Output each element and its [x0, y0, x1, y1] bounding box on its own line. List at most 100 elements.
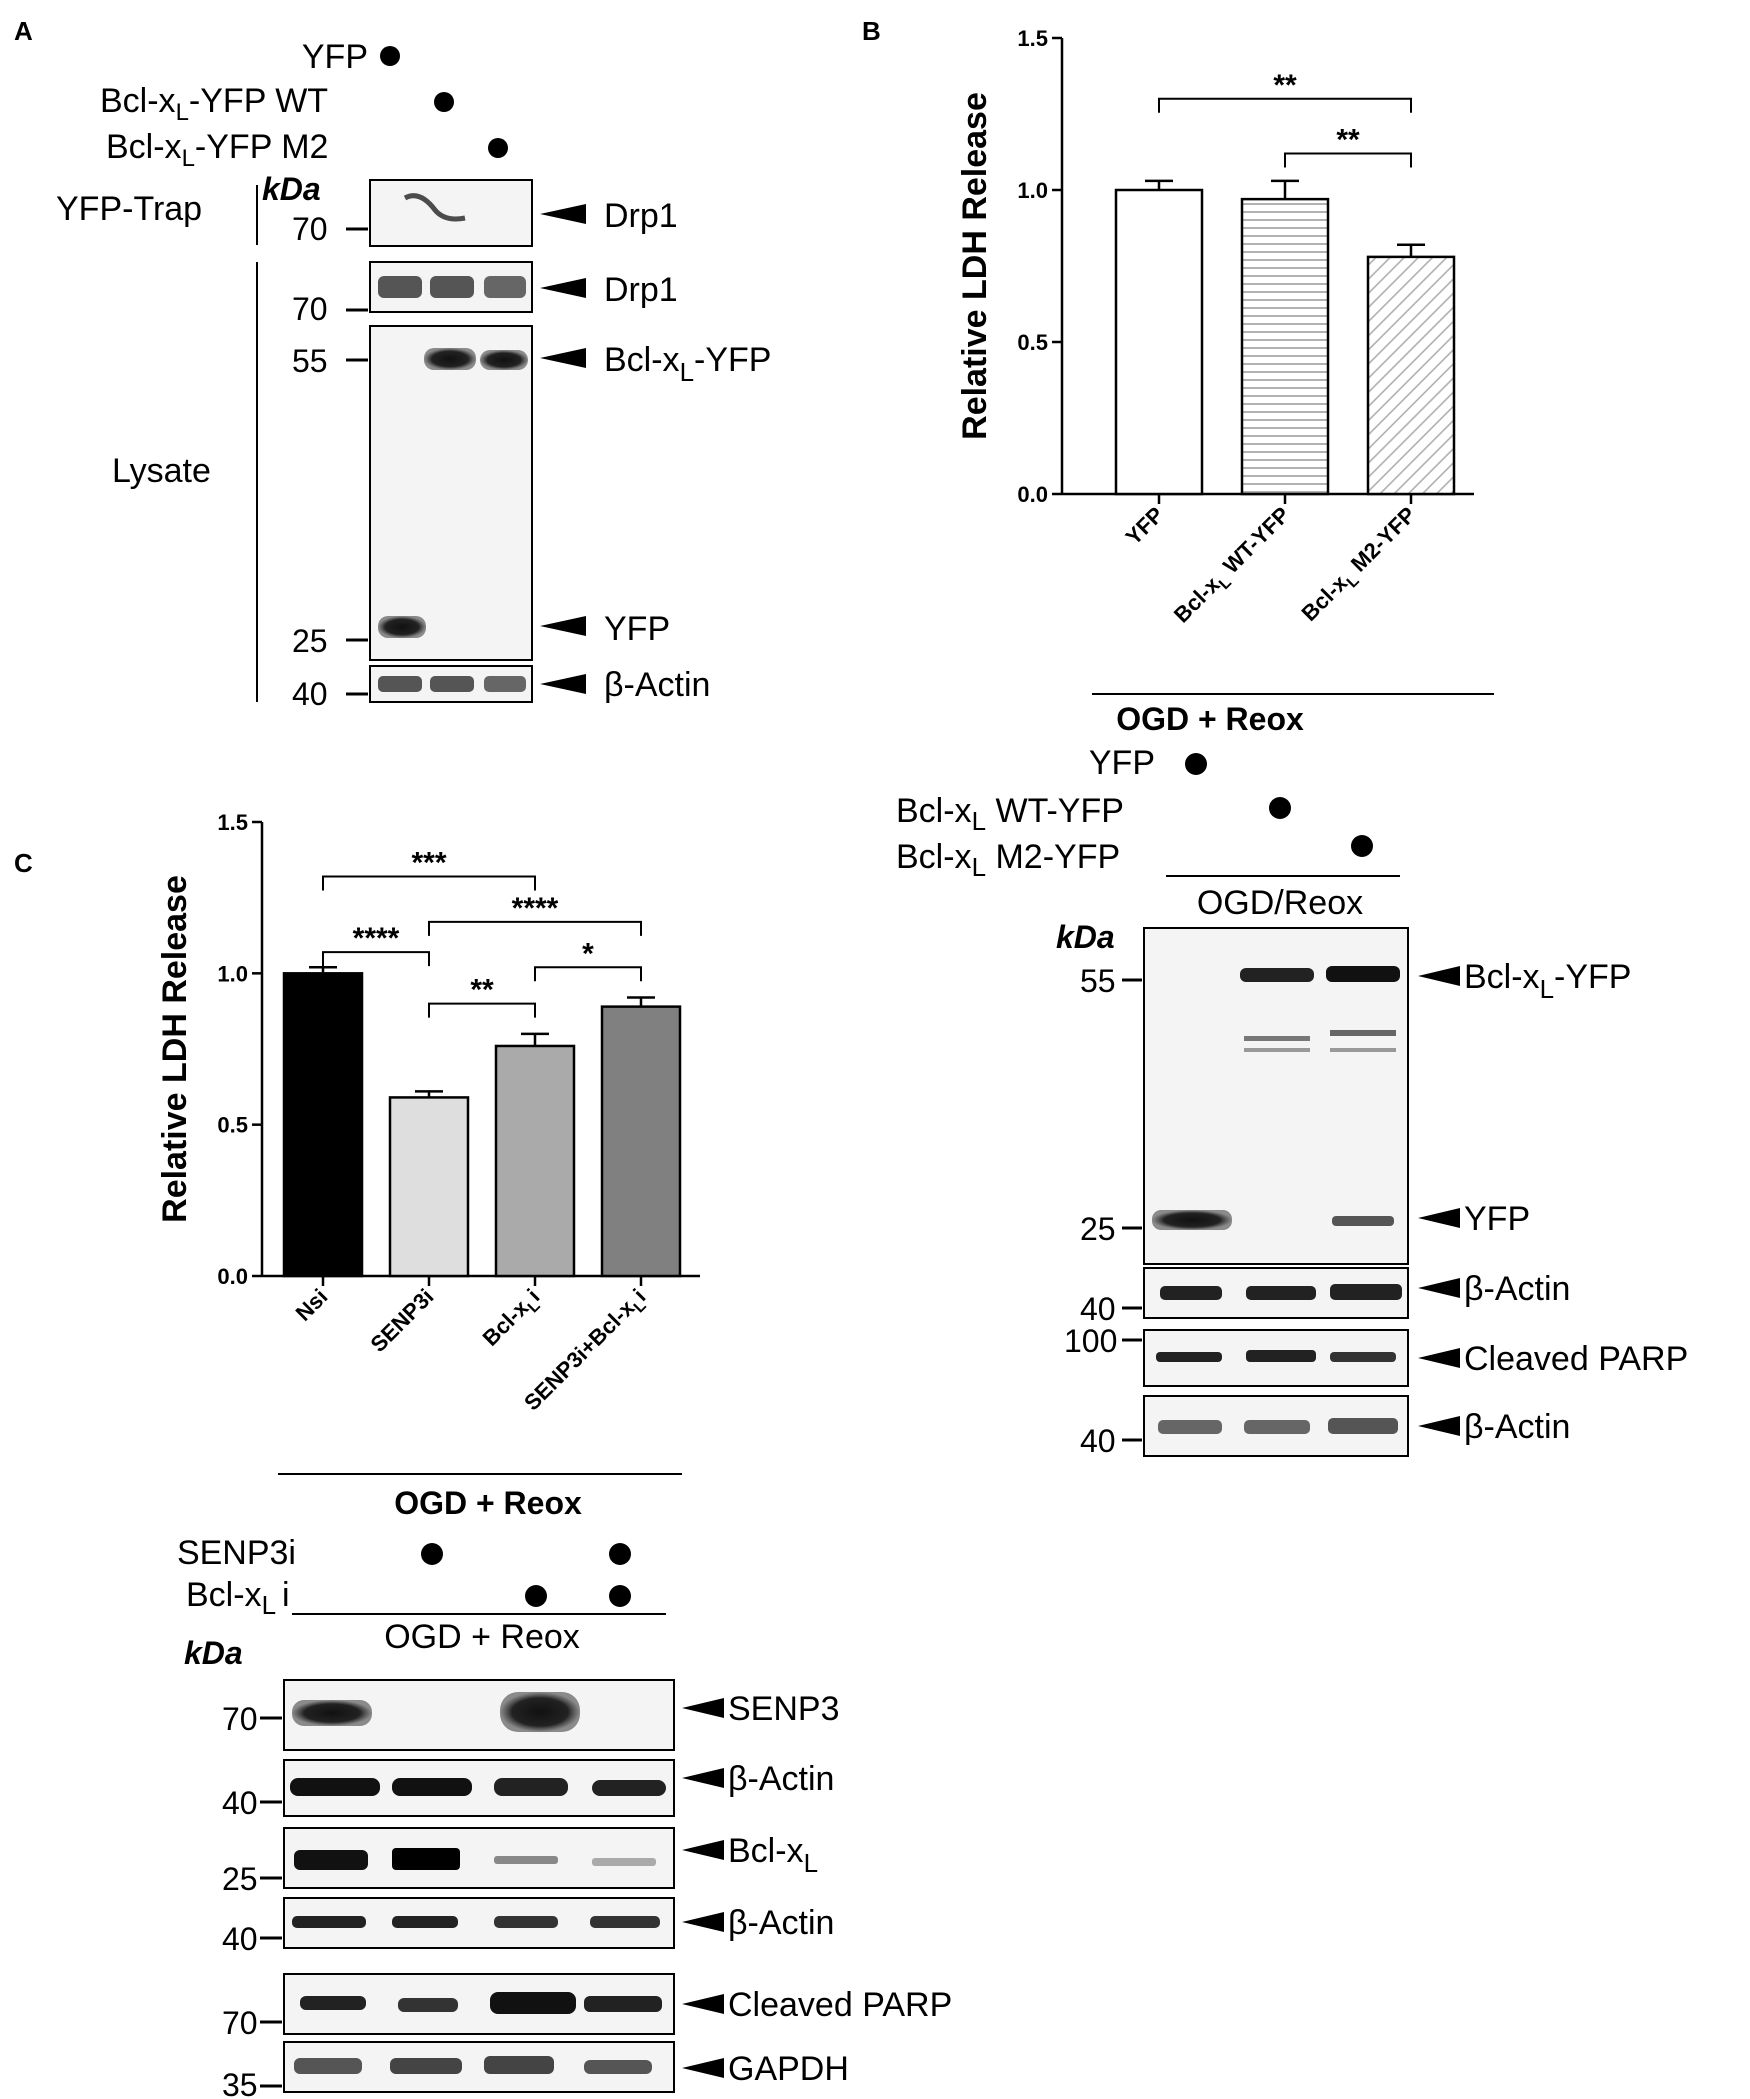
band-actin: β-Actin	[604, 666, 710, 704]
mw-40: 40	[1080, 1291, 1116, 1327]
y-axis-label: Relative LDH Release	[956, 92, 994, 440]
significance-label: ****	[353, 922, 400, 955]
condition-dot	[380, 46, 400, 66]
lysate-label: Lysate	[112, 452, 211, 490]
mw-55: 55	[292, 343, 328, 379]
mw-100: 100	[1064, 1323, 1117, 1359]
band-drp1: Drp1	[604, 197, 678, 235]
x-tick-label: Bcl-xLi	[478, 1284, 549, 1355]
x-tick-label: Bcl-xL WT-YFP	[1169, 502, 1298, 631]
band-labels: SENP3 β-Actin Bcl-xL β-Actin Cleaved PAR…	[682, 1690, 952, 2088]
blot-b-bclxl	[1143, 927, 1409, 1265]
bar	[282, 972, 364, 1278]
mw-25: 25	[292, 623, 328, 659]
significance-bracket	[428, 920, 642, 936]
condition-yfp: YFP	[302, 38, 368, 76]
panel-label-a: A	[14, 16, 33, 46]
significance-bracket	[428, 1002, 536, 1018]
condition-wt: Bcl-xL-YFP WT	[100, 82, 328, 126]
mw-35: 35	[222, 2067, 258, 2099]
y-tick-label: 1.0	[217, 961, 248, 986]
blot-bclxl-yfp	[369, 325, 533, 661]
panel-label-b: B	[862, 16, 881, 46]
condition-dot	[1269, 797, 1291, 819]
band-gapdh: GAPDH	[728, 2050, 849, 2088]
bar	[1240, 197, 1330, 496]
x-tick-label: Bcl-xL M2-YFP	[1297, 502, 1425, 630]
condition-bclxli: Bcl-xL i	[186, 1576, 290, 1620]
band-bclxl: Bcl-xL	[728, 1832, 818, 1878]
bar	[388, 1096, 470, 1278]
band-labels: Bcl-xL-YFP YFP β-Actin Cleaved PARP β-Ac…	[1418, 958, 1688, 1446]
condition-wt: Bcl-xL WT-YFP	[896, 792, 1124, 836]
condition-m2: Bcl-xL M2-YFP	[896, 838, 1120, 882]
condition-dot	[609, 1543, 631, 1565]
mw-40: 40	[222, 1785, 258, 1821]
significance-label: ****	[512, 892, 559, 925]
significance-bracket	[534, 966, 642, 982]
treatment-label: OGD + Reox	[384, 1618, 580, 1656]
bar	[494, 1044, 576, 1278]
significance-label: ***	[411, 846, 446, 879]
band-actin: β-Actin	[1464, 1270, 1570, 1308]
mw-25: 25	[222, 1861, 258, 1897]
condition-dot	[1185, 753, 1207, 775]
band-bclxl-yfp: Bcl-xL-YFP	[1464, 958, 1631, 1004]
panel-label-c: C	[14, 848, 33, 878]
mw-70: 70	[222, 2005, 258, 2041]
band-bclxl-yfp: Bcl-xL-YFP	[604, 341, 771, 387]
y-tick-label: 1.5	[1017, 26, 1048, 51]
mw-40: 40	[1080, 1423, 1116, 1459]
mw-70: 70	[222, 1701, 258, 1737]
condition-senp3i: SENP3i	[177, 1534, 296, 1572]
kda-label: kDa	[262, 171, 321, 207]
band-cleaved-parp: Cleaved PARP	[1464, 1340, 1688, 1378]
band-cleaved-parp: Cleaved PARP	[728, 1986, 952, 2024]
condition-dot	[488, 138, 508, 158]
y-tick-label: 0.0	[217, 1264, 248, 1289]
y-axis-label: Relative LDH Release	[156, 875, 194, 1223]
mw-55: 55	[1080, 963, 1116, 999]
blot-b-header: OGD + Reox	[1116, 701, 1304, 737]
x-tick-label: SENP3i	[366, 1284, 439, 1357]
condition-dot	[609, 1585, 631, 1607]
panel-c: C 0.0 0.5 1.0 1.5 Relative LDH Release Nsi SEN…	[14, 810, 952, 2099]
panel-a: A YFP Bcl-xL-YFP WT Bcl-xL-YFP M2 YFP-Tr…	[14, 16, 771, 712]
bar	[1114, 188, 1204, 496]
band-drp1: Drp1	[604, 271, 678, 309]
mw-70: 70	[292, 291, 328, 327]
treatment-label: OGD/Reox	[1197, 884, 1363, 922]
condition-dot	[1351, 835, 1373, 857]
condition-m2: Bcl-xL-YFP M2	[106, 128, 328, 172]
mw-70: 70	[292, 211, 328, 247]
band-senp3: SENP3	[728, 1690, 840, 1728]
mw-markers: 70 40 25 40 70 35	[222, 1701, 282, 2099]
band-actin: β-Actin	[1464, 1408, 1570, 1446]
mw-markers: 55 25 40 100 40	[1064, 963, 1142, 1459]
condition-dot	[434, 92, 454, 112]
significance-label: *	[582, 937, 594, 970]
band-labels: Drp1 Drp1 Bcl-xL-YFP YFP β-Actin	[540, 197, 771, 704]
chart-c: 0.0 0.5 1.0 1.5 Relative LDH Release Nsi SENP3…	[156, 810, 700, 1475]
y-tick-label: 1.0	[1017, 178, 1048, 203]
significance-bracket	[1158, 97, 1412, 113]
y-tick-label: 1.5	[217, 810, 248, 835]
significance-bracket	[1284, 152, 1412, 168]
y-tick-label: 0.5	[1017, 330, 1048, 355]
significance-bracket	[322, 875, 536, 891]
bar	[600, 1005, 682, 1278]
mw-40: 40	[292, 676, 328, 712]
band-yfp: YFP	[604, 610, 670, 648]
x-tick-label: Nsi	[291, 1284, 333, 1326]
significance-label: **	[1336, 124, 1360, 157]
y-tick-label: 0.0	[1017, 482, 1048, 507]
y-tick-label: 0.5	[217, 1113, 248, 1138]
kda-label: kDa	[1056, 919, 1115, 955]
yfp-trap-label: YFP-Trap	[56, 190, 202, 228]
band-yfp: YFP	[1464, 1200, 1530, 1238]
significance-label: **	[470, 974, 494, 1007]
mw-markers: 70 70 55 25 40	[292, 211, 368, 712]
blot-c-header: OGD + Reox	[394, 1485, 582, 1521]
